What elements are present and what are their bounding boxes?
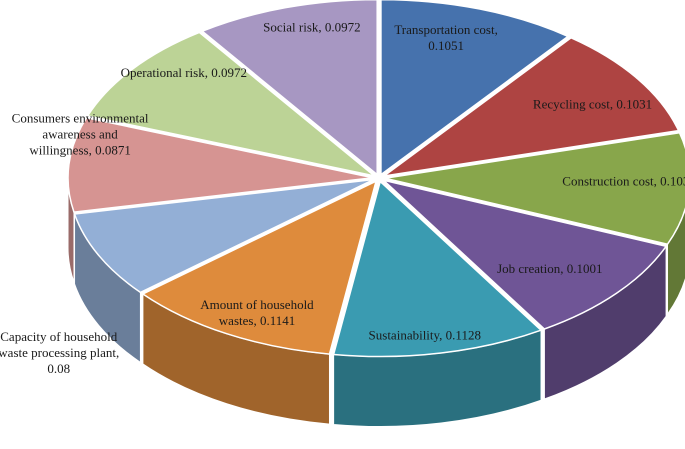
slice — [380, 0, 570, 177]
slice-label: Capacity of household waste processing pl… — [0, 329, 119, 376]
slice — [73, 178, 374, 294]
slice — [383, 36, 680, 177]
slice — [67, 116, 374, 213]
slice — [332, 180, 543, 358]
slice — [384, 131, 685, 246]
slice-label: Construction cost, 0.1033 — [562, 174, 685, 189]
slice — [380, 178, 668, 330]
slice-label: Social risk, 0.0972 — [263, 20, 361, 35]
slice — [141, 179, 378, 355]
slice-tops — [67, 0, 685, 358]
slice-label: Job creation, 0.1001 — [497, 261, 602, 276]
slice-label: Operational risk, 0.0972 — [121, 65, 247, 80]
slice-label: Amount of household wastes, 0.1141 — [200, 297, 314, 328]
slice-labels: Transportation cost, 0.1051 Recycling cost… — [0, 20, 685, 377]
slice-label: Sustainability, 0.1128 — [369, 328, 481, 343]
slice-side — [667, 208, 685, 316]
slice-label: Consumers environmental awareness and will… — [12, 110, 149, 157]
slice-label: Recycling cost, 0.1031 — [533, 97, 652, 112]
slice-label: Transportation cost, 0.1051 — [394, 22, 498, 53]
slice — [200, 0, 378, 177]
slice — [86, 31, 375, 177]
